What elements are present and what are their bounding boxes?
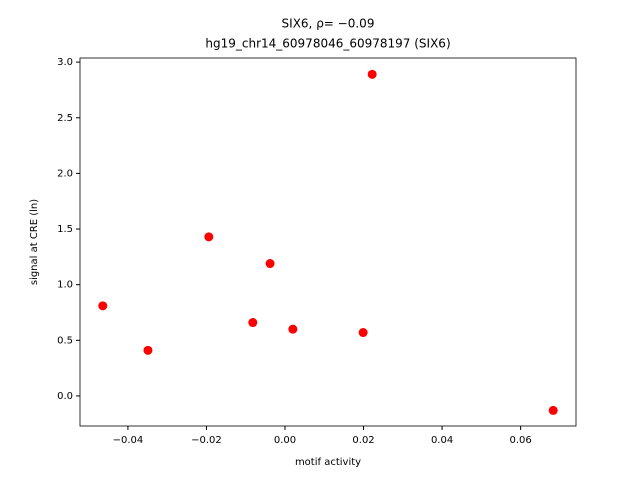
point (98, 301, 108, 311)
y-tick-label: 2.0 (57, 168, 73, 179)
point (248, 318, 258, 328)
y-tick-label: 2.5 (57, 113, 73, 124)
point (143, 345, 153, 355)
point (548, 405, 558, 415)
point (367, 69, 377, 79)
y-tick-label: 1.5 (57, 224, 73, 235)
y-tick-label: 0.5 (57, 335, 73, 346)
chart-title: SIX6, ρ= −0.09 (282, 17, 375, 31)
plot-frame (79, 57, 577, 427)
y-tick-label: 1.0 (57, 280, 73, 291)
chart-subtitle: hg19_chr14_60978046_60978197 (SIX6) (205, 37, 450, 51)
y-tick-label: 0.0 (57, 391, 73, 402)
x-tick-label: 0.06 (509, 435, 531, 446)
x-tick-label: −0.04 (113, 435, 144, 446)
x-tick-label: 0.02 (352, 435, 374, 446)
point (358, 328, 368, 338)
x-tick-label: −0.02 (191, 435, 222, 446)
x-axis-label: motif activity (295, 457, 361, 468)
x-tick-label: 0.04 (431, 435, 453, 446)
point (288, 324, 298, 334)
point (265, 259, 275, 269)
point (204, 232, 214, 242)
y-tick-label: 3.0 (57, 57, 73, 68)
x-tick-label: 0.00 (274, 435, 296, 446)
y-axis-label: signal at CRE (ln) (29, 199, 40, 285)
